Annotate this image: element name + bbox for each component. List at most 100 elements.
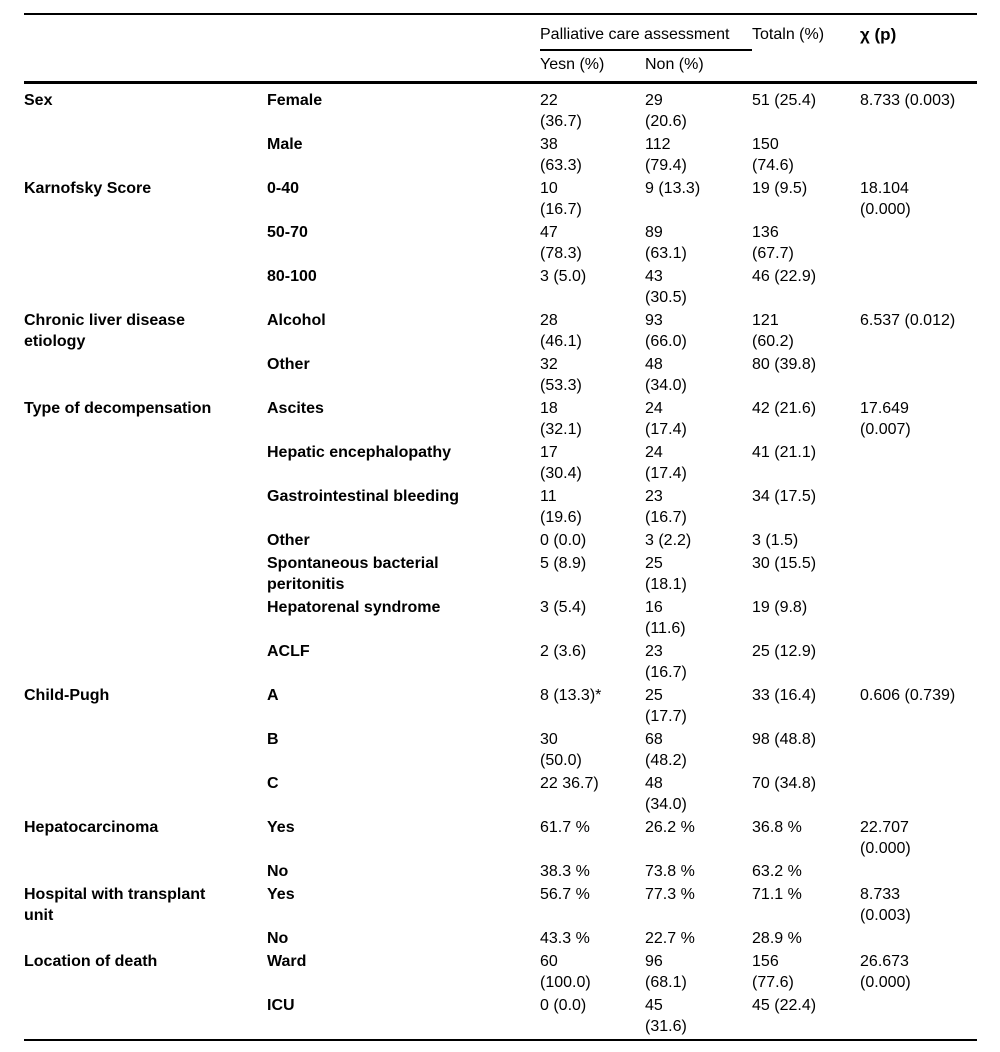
chi-cell: 8.733 (0.003) — [860, 92, 956, 109]
no-cell: 68 (48.2) — [645, 731, 687, 769]
header-spacer — [752, 50, 861, 84]
header-spacer — [24, 50, 540, 84]
chi-cell — [860, 354, 977, 398]
table-row: No 43.3 % 22.7 % 28.9 % — [24, 928, 977, 951]
no-cell: 48 (34.0) — [645, 356, 687, 394]
chi-cell — [860, 486, 977, 530]
no-cell: 26.2 % — [645, 819, 695, 836]
total-cell: 41 (21.1) — [752, 444, 817, 461]
yes-cell: 17 (30.4) — [540, 444, 582, 482]
yes-cell: 38.3 % — [540, 863, 590, 880]
subcategory-cell: ACLF — [267, 643, 310, 660]
no-cell: 25 (17.7) — [645, 687, 687, 725]
total-cell: 25 (12.9) — [752, 643, 817, 660]
no-cell: 24 (17.4) — [645, 444, 687, 482]
chi-cell — [860, 266, 977, 310]
chi-cell: 22.707 (0.000) — [860, 819, 911, 857]
category-cell — [24, 442, 267, 486]
total-cell: 28.9 % — [752, 930, 802, 947]
yes-cell: 2 (3.6) — [540, 643, 587, 660]
table-row: Gastrointestinal bleeding 11 (19.6) 23 (… — [24, 486, 977, 530]
subcategory-cell: Yes — [267, 886, 295, 903]
total-cell: 19 (9.8) — [752, 599, 808, 616]
chi-cell: 17.649 (0.007) — [860, 400, 911, 438]
subcategory-cell: Alcohol — [267, 312, 326, 329]
category-cell: Location of death — [24, 953, 158, 970]
clinical-characteristics-table: Palliative care assessment Totaln (%) χ … — [24, 13, 978, 1041]
table-row: B 30 (50.0) 68 (48.2) 98 (48.8) — [24, 729, 977, 773]
no-cell: 89 (63.1) — [645, 224, 687, 262]
yes-cell: 11 (19.6) — [540, 488, 582, 526]
table-row: Child-Pugh A 8 (13.3)* 25 (17.7) 33 (16.… — [24, 685, 977, 729]
subcategory-cell: ICU — [267, 997, 295, 1014]
table-row: 50-70 47 (78.3) 89 (63.1) 136 (67.7) — [24, 222, 977, 266]
table-row: Location of death Ward 60 (100.0) 96 (68… — [24, 951, 977, 995]
no-cell: 29 (20.6) — [645, 92, 687, 130]
chi-cell: 18.104 (0.000) — [860, 180, 911, 218]
table-row: ACLF 2 (3.6) 23 (16.7) 25 (12.9) — [24, 641, 977, 685]
total-cell: 71.1 % — [752, 886, 802, 903]
header-row-sub: Yesn (%) Non (%) — [24, 50, 978, 84]
subcategory-cell: No — [267, 863, 289, 880]
no-cell: 23 (16.7) — [645, 643, 687, 681]
category-cell — [24, 134, 267, 178]
yes-cell: 22 36.7) — [540, 775, 599, 792]
no-cell: 77.3 % — [645, 886, 695, 903]
category-cell: Hepatocarcinoma — [24, 819, 159, 836]
yes-cell: 56.7 % — [540, 886, 590, 903]
no-cell: 43 (30.5) — [645, 268, 687, 306]
table-row: Type of decompensation Ascites 18 (32.1)… — [24, 398, 977, 442]
no-cell: 3 (2.2) — [645, 532, 692, 549]
subcategory-cell: Gastrointestinal bleeding — [267, 488, 460, 505]
table-row: Other 32 (53.3) 48 (34.0) 80 (39.8) — [24, 354, 977, 398]
subcategory-cell: Hepatic encephalopathy — [267, 444, 452, 461]
total-cell: 30 (15.5) — [752, 555, 817, 572]
total-cell: 36.8 % — [752, 819, 802, 836]
no-cell: 25 (18.1) — [645, 555, 687, 593]
subcategory-cell: Yes — [267, 819, 295, 836]
total-cell: 33 (16.4) — [752, 687, 817, 704]
total-cell: 70 (34.8) — [752, 775, 817, 792]
header-spacer — [860, 50, 978, 84]
total-cell: 80 (39.8) — [752, 356, 817, 373]
chi-cell — [860, 442, 977, 486]
subcategory-cell: 80-100 — [267, 268, 317, 285]
table-row: 80-100 3 (5.0) 43 (30.5) 46 (22.9) — [24, 266, 977, 310]
total-cell: 63.2 % — [752, 863, 802, 880]
header-total: Totaln (%) — [752, 26, 825, 43]
subcategory-cell: Other — [267, 356, 310, 373]
chi-cell: 26.673 (0.000) — [860, 953, 911, 991]
no-cell: 73.8 % — [645, 863, 695, 880]
table-row: Hepatorenal syndrome 3 (5.4) 16 (11.6) 1… — [24, 597, 977, 641]
table-header: Palliative care assessment Totaln (%) χ … — [24, 14, 978, 84]
total-cell: 136 (67.7) — [752, 224, 794, 262]
no-cell: 16 (11.6) — [645, 599, 686, 637]
category-cell — [24, 486, 267, 530]
table-row: Sex Female 22 (36.7) 29 (20.6) 51 (25.4)… — [24, 83, 977, 135]
yes-cell: 47 (78.3) — [540, 224, 582, 262]
yes-cell: 3 (5.0) — [540, 268, 587, 285]
table-row: Hepatocarcinoma Yes 61.7 % 26.2 % 36.8 %… — [24, 817, 977, 861]
category-cell — [24, 530, 267, 553]
category-cell — [24, 773, 267, 817]
chi-cell — [860, 995, 977, 1040]
category-cell: Chronic liver disease etiology — [24, 312, 185, 350]
no-cell: 23 (16.7) — [645, 488, 687, 526]
table-row: Karnofsky Score 0-40 10 (16.7) 9 (13.3) … — [24, 178, 977, 222]
category-cell: Karnofsky Score — [24, 180, 152, 197]
table-row: No 38.3 % 73.8 % 63.2 % — [24, 861, 977, 884]
subcategory-cell: Male — [267, 136, 303, 153]
header-palliative-group: Palliative care assessment — [540, 14, 753, 51]
no-cell: 22.7 % — [645, 930, 695, 947]
table-row: Other 0 (0.0) 3 (2.2) 3 (1.5) — [24, 530, 977, 553]
no-cell: 112 (79.4) — [645, 136, 687, 174]
no-cell: 45 (31.6) — [645, 997, 687, 1035]
subcategory-cell: A — [267, 687, 279, 704]
total-cell: 19 (9.5) — [752, 180, 808, 197]
total-cell: 42 (21.6) — [752, 400, 817, 417]
chi-cell — [860, 641, 977, 685]
category-cell — [24, 641, 267, 685]
yes-cell: 32 (53.3) — [540, 356, 582, 394]
no-cell: 96 (68.1) — [645, 953, 687, 991]
table-body: Sex Female 22 (36.7) 29 (20.6) 51 (25.4)… — [24, 83, 977, 1041]
